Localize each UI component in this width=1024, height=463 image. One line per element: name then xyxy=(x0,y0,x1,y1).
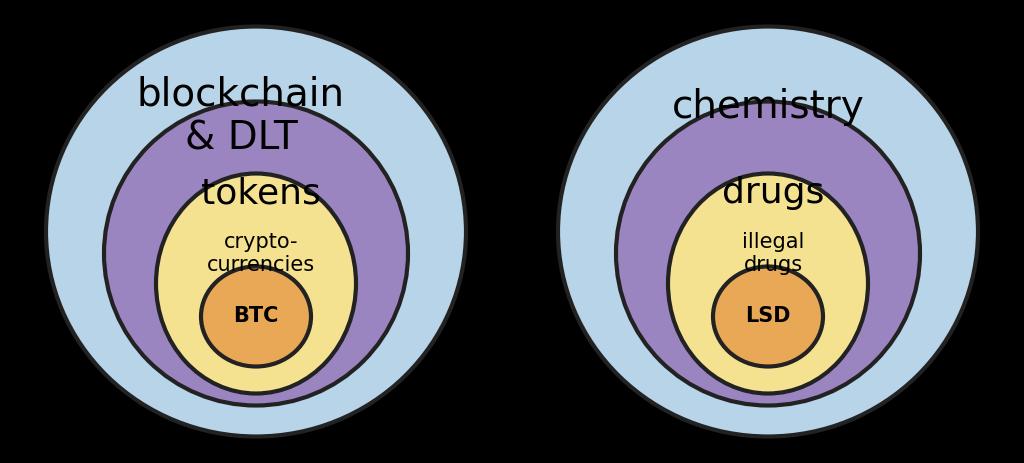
Ellipse shape xyxy=(104,101,408,406)
Text: LSD: LSD xyxy=(745,307,791,326)
Ellipse shape xyxy=(668,174,868,394)
Text: BTC: BTC xyxy=(233,307,279,326)
Text: crypto-
currencies: crypto- currencies xyxy=(207,232,315,275)
Ellipse shape xyxy=(713,267,823,367)
Ellipse shape xyxy=(616,101,920,406)
Text: chemistry: chemistry xyxy=(672,88,864,125)
Text: blockchain
& DLT: blockchain & DLT xyxy=(137,75,345,157)
Ellipse shape xyxy=(156,174,356,394)
Ellipse shape xyxy=(46,26,466,437)
Ellipse shape xyxy=(201,267,311,367)
Text: drugs: drugs xyxy=(722,176,824,211)
Text: tokens: tokens xyxy=(201,176,321,211)
Ellipse shape xyxy=(558,26,978,437)
Text: illegal
drugs: illegal drugs xyxy=(741,232,804,275)
